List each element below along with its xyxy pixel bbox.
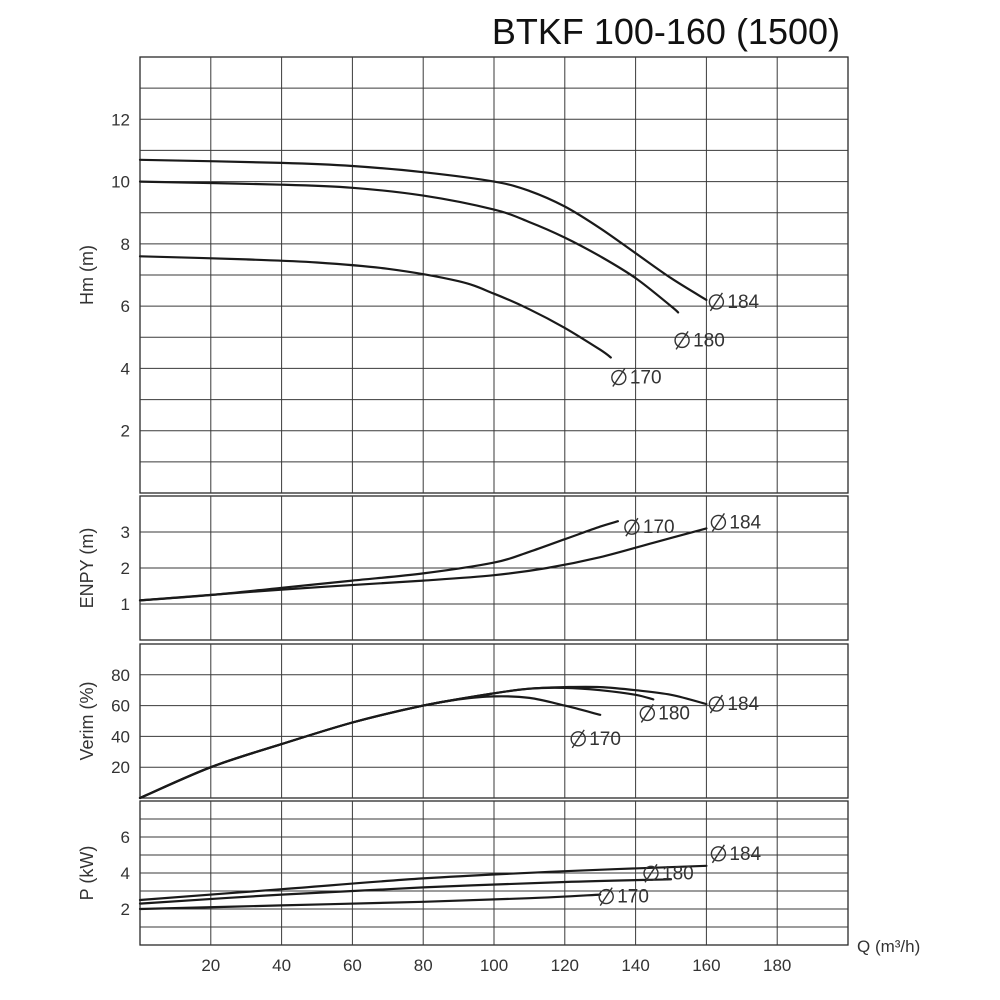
series-label: 180 xyxy=(662,863,694,884)
x-tick-label: 180 xyxy=(763,956,791,975)
x-tick-label: 120 xyxy=(551,956,579,975)
x-tick-label: 160 xyxy=(692,956,720,975)
diameter-icon xyxy=(710,844,727,864)
y-tick-label: 4 xyxy=(121,864,130,883)
diameter-icon xyxy=(710,513,727,532)
y-tick-label: 40 xyxy=(111,727,130,746)
curves-layer xyxy=(138,158,708,911)
series-label: 184 xyxy=(729,512,761,533)
y-tick-label: 12 xyxy=(111,110,130,129)
diameter-icon xyxy=(639,704,655,723)
x-tick-label: 80 xyxy=(414,956,433,975)
x-tick-label: 20 xyxy=(201,956,220,975)
diameter-icon xyxy=(570,729,586,749)
y-axis-label: Hm (m) xyxy=(77,245,97,305)
y-tick-label: 2 xyxy=(121,422,130,441)
x-tick-label: 140 xyxy=(621,956,649,975)
chart-title: BTKF 100-160 (1500) xyxy=(492,11,840,52)
series-line xyxy=(138,158,708,301)
y-tick-label: 1 xyxy=(121,595,130,614)
series-label: 180 xyxy=(658,703,690,724)
y-tick-label: 6 xyxy=(121,297,130,316)
y-axis-label: ENPY (m) xyxy=(77,528,97,609)
y-tick-label: 10 xyxy=(111,173,130,192)
series-line xyxy=(138,180,680,314)
y-tick-label: 4 xyxy=(121,359,130,378)
y-tick-label: 20 xyxy=(111,758,130,777)
y-axis-label: P (kW) xyxy=(77,846,97,901)
y-tick-label: 3 xyxy=(121,523,130,542)
series-label: 170 xyxy=(589,729,621,750)
y-tick-label: 8 xyxy=(121,235,130,254)
diameter-icon xyxy=(611,368,627,387)
diameter-icon xyxy=(643,863,659,883)
series-line xyxy=(138,255,612,359)
series-line xyxy=(138,893,602,911)
series-label: 170 xyxy=(617,887,649,908)
grid-layer xyxy=(139,56,849,946)
diameter-icon xyxy=(708,292,725,312)
y-tick-label: 2 xyxy=(121,559,130,578)
series-line xyxy=(138,695,602,800)
series-label: 180 xyxy=(693,330,725,351)
y-tick-label: 6 xyxy=(121,828,130,847)
diameter-icon xyxy=(624,517,640,537)
y-tick-label: 60 xyxy=(111,697,130,716)
x-tick-label: 60 xyxy=(343,956,362,975)
series-line xyxy=(138,864,708,902)
diameter-icon xyxy=(708,694,725,714)
y-axis-label: Verim (%) xyxy=(77,681,97,760)
series-label: 184 xyxy=(727,292,759,313)
x-tick-label: 40 xyxy=(272,956,291,975)
series-line xyxy=(138,520,619,602)
series-label: 184 xyxy=(729,844,761,865)
series-label: 170 xyxy=(630,368,662,389)
series-label: 184 xyxy=(727,694,759,715)
diameter-icon xyxy=(674,330,690,350)
x-tick-label: 100 xyxy=(480,956,508,975)
y-tick-label: 2 xyxy=(121,900,130,919)
x-axis-label: Q (m³/h) xyxy=(857,937,920,956)
series-line xyxy=(138,527,708,602)
series-line xyxy=(138,878,673,905)
y-tick-label: 80 xyxy=(111,666,130,685)
series-label: 170 xyxy=(643,517,675,538)
diameter-icon xyxy=(598,887,614,906)
